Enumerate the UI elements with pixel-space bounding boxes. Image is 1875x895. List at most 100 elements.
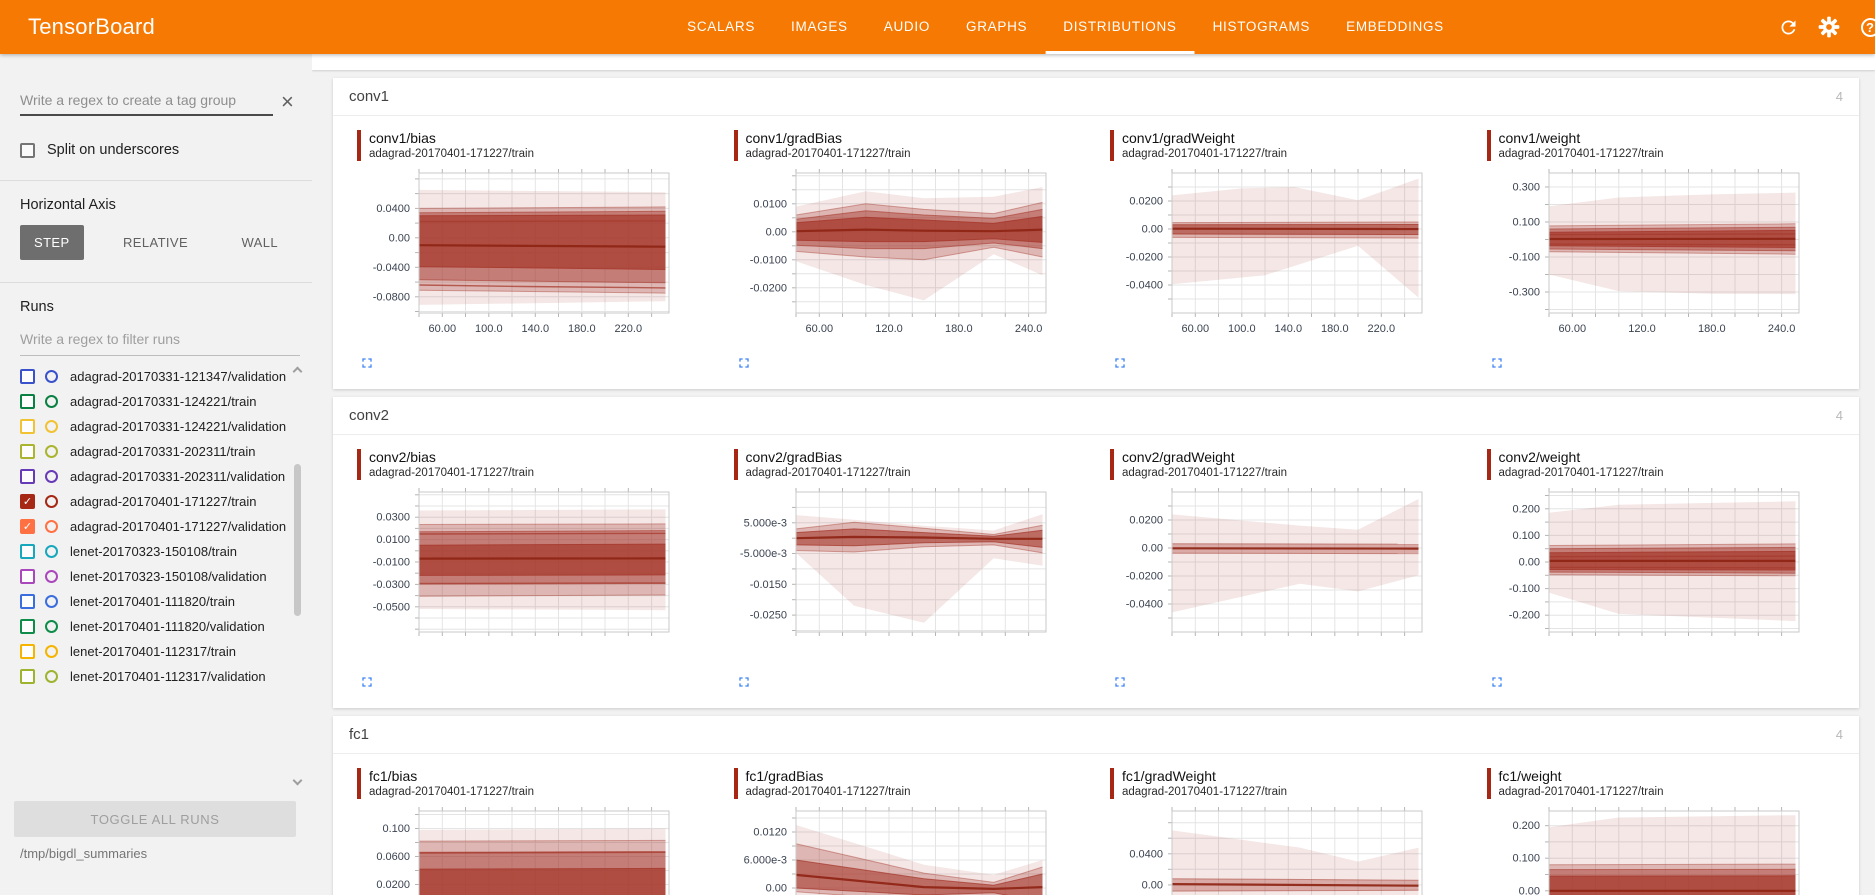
tab-histograms[interactable]: HISTOGRAMS (1212, 19, 1311, 34)
toggle-all-runs-button[interactable]: TOGGLE ALL RUNS (14, 801, 296, 837)
distribution-chart[interactable]: 0.200 0.100 0.00 -0.100 -0.200 (1487, 486, 1850, 662)
run-checkbox[interactable]: ✓ (20, 494, 35, 509)
runs-filter-input[interactable] (20, 325, 300, 356)
run-radio[interactable] (45, 645, 58, 658)
tag-group-regex-input[interactable] (20, 88, 273, 116)
axis-option-relative[interactable]: RELATIVE (122, 235, 189, 250)
runs-scrollbar[interactable] (292, 366, 304, 786)
run-checkbox[interactable] (20, 619, 35, 634)
distribution-chart[interactable]: 0.0400 0.00 -0.0400 -0.0800 60.00 100.0 140.0 1… (357, 167, 720, 343)
scrollbar-thumb[interactable] (294, 464, 301, 616)
tab-images[interactable]: IMAGES (791, 19, 848, 34)
run-item: lenet-20170323-150108/train (20, 539, 312, 564)
nav-tabs: SCALARS IMAGES AUDIO GRAPHS DISTRIBUTIONS HIS… (669, 0, 1462, 54)
axis-option-step[interactable]: STEP (20, 225, 84, 260)
expand-icon[interactable] (359, 674, 375, 690)
distribution-chart[interactable]: 5.000e-3 -5.000e-3 -0.0150 -0.0250 (734, 486, 1097, 662)
expand-icon[interactable] (1489, 355, 1505, 371)
chart-titlebar: conv1/weight adagrad-20170401-171227/trai… (1486, 130, 1850, 161)
distribution-chart[interactable]: 0.0300 0.0100 -0.0100 -0.0300 -0.0500 (357, 486, 720, 662)
run-radio[interactable] (45, 595, 58, 608)
run-checkbox[interactable] (20, 569, 35, 584)
split-on-underscores-row[interactable]: Split on underscores (20, 142, 312, 158)
run-radio[interactable] (45, 420, 58, 433)
run-radio[interactable] (45, 670, 58, 683)
svg-text:240.0: 240.0 (1014, 323, 1042, 335)
scroll-up-icon[interactable] (292, 366, 303, 377)
run-label: adagrad-20170401-171227/train (70, 494, 257, 509)
run-checkbox[interactable] (20, 669, 35, 684)
run-label: adagrad-20170331-202311/train (70, 444, 256, 459)
tab-graphs[interactable]: GRAPHS (966, 19, 1028, 34)
chart-card: conv1/weight adagrad-20170401-171227/trai… (1473, 122, 1850, 379)
section-title[interactable]: fc1 (349, 726, 370, 743)
settings-gear-icon[interactable] (1818, 16, 1840, 38)
run-checkbox[interactable] (20, 394, 35, 409)
run-checkbox[interactable] (20, 369, 35, 384)
distribution-chart[interactable]: 0.0200 0.00 -0.0200 -0.0400 60.00 100.0 140.0 1… (1110, 167, 1473, 343)
svg-text:0.0200: 0.0200 (1129, 515, 1163, 527)
distribution-chart[interactable]: 0.04000.00-0.040060.00100.0140.0180.0220… (1110, 805, 1473, 895)
section-title[interactable]: conv1 (349, 88, 390, 105)
run-radio[interactable] (45, 445, 58, 458)
run-checkbox[interactable]: ✓ (20, 519, 35, 534)
svg-text:140.0: 140.0 (522, 323, 550, 335)
run-radio[interactable] (45, 470, 58, 483)
run-label: adagrad-20170401-171227/validation (70, 519, 287, 534)
expand-icon[interactable] (1112, 355, 1128, 371)
run-radio[interactable] (45, 370, 58, 383)
expand-icon[interactable] (1489, 674, 1505, 690)
svg-text:180.0: 180.0 (568, 323, 596, 335)
svg-text:180.0: 180.0 (945, 323, 973, 335)
run-radio[interactable] (45, 545, 58, 558)
expand-icon[interactable] (1112, 674, 1128, 690)
axis-option-wall[interactable]: WALL (241, 235, 278, 250)
tab-scalars[interactable]: SCALARS (687, 19, 756, 34)
run-color-bar (357, 130, 361, 161)
run-radio[interactable] (45, 620, 58, 633)
run-label: adagrad-20170331-202311/validation (70, 469, 286, 484)
run-radio[interactable] (45, 570, 58, 583)
run-checkbox[interactable] (20, 444, 35, 459)
distribution-chart[interactable]: 0.0200 0.00 -0.0200 -0.0400 (1110, 486, 1473, 662)
section-header: conv1 4 (333, 78, 1859, 116)
section-title[interactable]: conv2 (349, 407, 390, 424)
run-checkbox[interactable] (20, 469, 35, 484)
distribution-chart[interactable]: 0.300 0.100 -0.100 -0.300 60.00 120.0 180.0 240… (1487, 167, 1850, 343)
run-checkbox[interactable] (20, 544, 35, 559)
run-radio[interactable] (45, 495, 58, 508)
svg-text:-0.0200: -0.0200 (749, 282, 786, 294)
split-checkbox-label: Split on underscores (47, 142, 180, 158)
svg-text:240.0: 240.0 (1767, 323, 1795, 335)
help-icon[interactable]: ? (1859, 16, 1875, 38)
distribution-chart[interactable]: 0.1000.06000.0200-0.020060.00120.0180.02… (357, 805, 720, 895)
expand-icon[interactable] (736, 355, 752, 371)
section-card-conv2: conv2 4 conv2/bias adagrad-20170401-171227/… (333, 397, 1859, 708)
expand-icon[interactable] (736, 674, 752, 690)
svg-text:0.00: 0.00 (765, 883, 786, 895)
run-radio[interactable] (45, 520, 58, 533)
chart-run-label: adagrad-20170401-171227/train (1498, 148, 1664, 160)
close-icon[interactable]: × (281, 89, 294, 114)
refresh-icon[interactable] (1777, 16, 1799, 38)
scroll-down-icon[interactable] (292, 775, 303, 786)
chart-card: conv2/weight adagrad-20170401-171227/trai… (1473, 441, 1850, 698)
run-radio[interactable] (45, 395, 58, 408)
svg-text:0.00: 0.00 (1518, 885, 1539, 895)
run-color-bar (733, 449, 738, 480)
tab-distributions[interactable]: DISTRIBUTIONS (1045, 0, 1194, 54)
tab-embeddings[interactable]: EMBEDDINGS (1346, 19, 1444, 34)
svg-text:60.00: 60.00 (805, 323, 833, 335)
run-checkbox[interactable] (20, 644, 35, 659)
run-color-bar (1486, 768, 1491, 799)
tab-audio[interactable]: AUDIO (883, 19, 931, 34)
run-checkbox[interactable] (20, 594, 35, 609)
distribution-chart[interactable]: 0.0100 0.00 -0.0100 -0.0200 60.00 120.0 180.0 2… (734, 167, 1097, 343)
expand-icon[interactable] (359, 355, 375, 371)
run-item: lenet-20170401-111820/train (20, 589, 312, 614)
run-checkbox[interactable] (20, 419, 35, 434)
svg-text:0.0300: 0.0300 (376, 512, 410, 524)
split-checkbox[interactable] (20, 142, 35, 158)
